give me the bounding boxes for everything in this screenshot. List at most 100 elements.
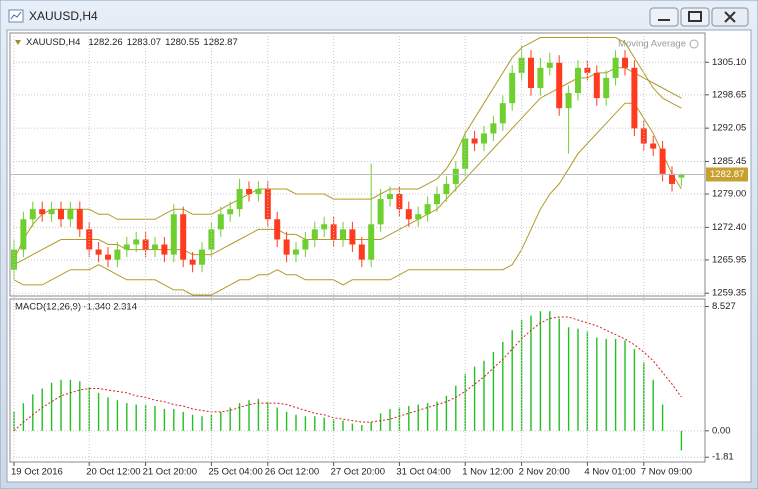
candle-body	[105, 254, 111, 260]
candle-body	[415, 214, 422, 220]
candle-body	[180, 214, 187, 260]
candle-body	[321, 224, 328, 230]
window-icon-line	[10, 11, 22, 20]
candle-body	[603, 77, 610, 99]
candle-body	[377, 199, 384, 225]
x-tick-label: 19 Oct 2016	[11, 467, 63, 478]
candle-body	[217, 214, 224, 230]
price-tag-label: 1282.87	[710, 169, 744, 180]
candle-body	[405, 209, 412, 220]
candle-body	[20, 219, 27, 250]
candle-body	[528, 57, 534, 89]
candle-body	[340, 229, 346, 240]
window-title: XAUUSD,H4	[29, 9, 98, 23]
candle-body	[123, 244, 130, 250]
candle-body	[481, 133, 487, 144]
y-tick-label: 0.00	[712, 425, 731, 436]
x-tick-label: 31 Oct 04:00	[396, 467, 450, 478]
candle-body	[424, 204, 431, 215]
price-tag	[706, 167, 748, 182]
signal-line	[13, 316, 682, 432]
main-panel	[9, 32, 706, 297]
band-line	[13, 102, 682, 296]
candle-body	[452, 168, 459, 184]
candle-body	[95, 249, 102, 255]
candle-body	[302, 239, 309, 250]
candle-body	[490, 123, 497, 134]
x-tick-label: 26 Oct 12:00	[265, 467, 319, 478]
x-tick-label: 21 Oct 20:00	[143, 467, 197, 478]
candle-body	[199, 249, 205, 265]
candle-body	[227, 209, 234, 215]
y-tick-label: 1272.40	[712, 222, 746, 233]
candle-body	[537, 67, 544, 89]
chart-header: XAUUSD,H4 1282.26 1283.07 1280.55 1282.87	[26, 37, 238, 48]
candle-body	[208, 229, 215, 250]
candle-body	[387, 194, 393, 200]
candle-body	[556, 62, 563, 109]
candle-body	[311, 229, 318, 240]
candle-body	[236, 188, 243, 210]
candle-body	[358, 244, 365, 260]
y-tick-label: 1259.35	[712, 288, 746, 299]
x-tick-label: 1 Nov 12:00	[462, 467, 513, 478]
candle-body	[86, 229, 93, 250]
y-tick-label: 1305.10	[712, 57, 746, 68]
header-triangle	[15, 40, 21, 45]
candle-body	[189, 259, 196, 265]
candle-body	[142, 239, 149, 250]
y-tick-label: -1.81	[712, 452, 734, 463]
candle-body	[518, 57, 525, 73]
ohlc-value: 1282.87	[203, 37, 237, 48]
candle-body	[622, 57, 628, 68]
candle-body	[170, 214, 177, 255]
y-tick-label: 1265.95	[712, 254, 746, 265]
candle-body	[133, 239, 140, 245]
y-tick-label: 1292.05	[712, 123, 746, 134]
x-tick-label: 27 Oct 20:00	[331, 467, 385, 478]
x-tick-label: 4 Nov 01:00	[584, 467, 635, 478]
macd-title: MACD(12,26,9) -1.340 2.314	[15, 302, 137, 313]
x-tick-label: 2 Nov 20:00	[519, 467, 570, 478]
candle-body	[255, 188, 262, 195]
y-tick-label: 1279.00	[712, 189, 746, 200]
candle-body	[274, 219, 281, 240]
chart-area	[6, 29, 752, 483]
y-tick-label: 1298.65	[712, 89, 746, 100]
candle-body	[48, 209, 55, 215]
candle-body	[152, 244, 158, 250]
maximize-button[interactable]	[680, 7, 710, 27]
x-tick-label: 20 Oct 12:00	[86, 467, 140, 478]
maximize-glyph	[688, 11, 702, 22]
candle-body	[283, 239, 290, 255]
candle-body	[246, 188, 252, 195]
candle-body	[434, 194, 440, 205]
candle-body	[471, 138, 478, 144]
candle-body	[349, 229, 356, 245]
candle-body	[114, 249, 121, 260]
candle-body	[67, 209, 74, 220]
candle-body	[650, 143, 657, 149]
indicator-icon	[689, 39, 699, 49]
candle-body	[39, 209, 46, 215]
ohlc-value: 1280.55	[165, 37, 199, 48]
candle-body	[76, 209, 83, 230]
candle-body	[669, 173, 675, 184]
candle-body	[29, 209, 36, 220]
close-glyph	[724, 11, 736, 23]
candle-body	[612, 57, 619, 78]
candle-body	[565, 93, 572, 109]
candle-body	[631, 67, 638, 129]
x-tick-label: 25 Oct 04:00	[208, 467, 262, 478]
candle-body	[11, 249, 17, 270]
x-tick-label: 7 Nov 09:00	[641, 467, 692, 478]
candle-body	[443, 183, 450, 195]
y-tick-label: 8.527	[712, 301, 736, 312]
candle-body	[659, 148, 666, 174]
candle-body	[368, 224, 375, 260]
minimize-button[interactable]	[649, 7, 679, 27]
candle-body	[58, 209, 64, 220]
candle-body	[161, 244, 168, 255]
symbol: XAUUSD,H4	[26, 37, 80, 48]
